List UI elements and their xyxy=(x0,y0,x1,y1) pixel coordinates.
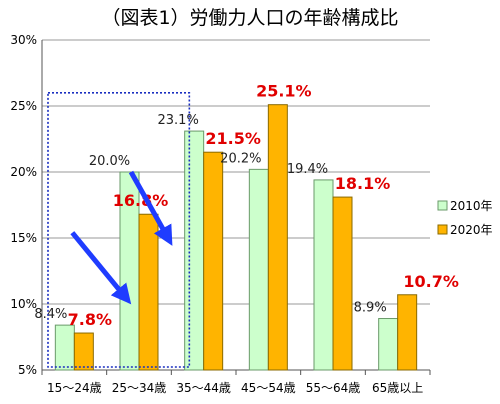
legend-swatch-2010 xyxy=(437,200,448,211)
bar-2020 xyxy=(73,332,94,371)
data-label-2010: 8.9% xyxy=(354,301,387,316)
bar-2010 xyxy=(248,168,269,371)
data-label-2020: 25.1% xyxy=(256,82,312,101)
x-category-label: 65歳以上 xyxy=(372,381,423,395)
highlight-box xyxy=(47,92,191,368)
y-tick-label: 10% xyxy=(10,297,37,311)
data-label-2020: 7.8% xyxy=(68,310,112,329)
x-category-label: 35～44歳 xyxy=(176,381,231,395)
x-category-label: 25～34歳 xyxy=(112,381,167,395)
bar-2010 xyxy=(378,318,399,371)
data-label-2020: 16.8% xyxy=(113,191,169,210)
x-category-label: 55～64歳 xyxy=(306,381,361,395)
bar-2010 xyxy=(313,179,334,371)
y-tick-label: 25% xyxy=(10,99,37,113)
bar-2020 xyxy=(138,213,159,371)
arrow-15-24 xyxy=(70,231,132,305)
legend-label-2020: 2020年 xyxy=(450,223,493,237)
y-tick-label: 15% xyxy=(10,231,37,245)
data-label-2010: 23.1% xyxy=(158,113,199,128)
axes xyxy=(41,40,431,375)
bar-2010 xyxy=(54,324,75,371)
data-label-2020: 10.7% xyxy=(403,272,459,291)
data-label-2020: 21.5% xyxy=(205,129,261,148)
bar-2020 xyxy=(267,104,288,371)
bars xyxy=(54,104,418,371)
legend-label-2010: 2010年 xyxy=(450,199,493,213)
legend: 2010年 2020年 xyxy=(437,199,493,237)
bar-2020 xyxy=(397,294,418,371)
y-tick-label: 5% xyxy=(18,363,37,377)
data-label-2010: 8.4% xyxy=(34,307,67,322)
data-label-2010: 20.0% xyxy=(89,154,130,169)
bar-2020 xyxy=(203,151,224,371)
y-tick-label: 20% xyxy=(10,165,37,179)
bar-2020 xyxy=(332,196,353,371)
trend-arrows xyxy=(70,170,173,305)
x-category-label: 15～24歳 xyxy=(47,381,102,395)
legend-swatch-2020 xyxy=(437,224,448,235)
y-tick-label: 30% xyxy=(10,33,37,47)
chart-title: （図表1）労働力人口の年齢構成比 xyxy=(101,7,398,29)
bar-2010 xyxy=(184,130,205,371)
data-labels: 8.4% 7.8% 20.0% 16.8% 23.1% 21.5% 20.2% 25.1% 19… xyxy=(34,82,459,329)
x-category-labels: 15～24歳 25～34歳 35～44歳 45～54歳 55～64歳 65歳以上 xyxy=(47,381,423,395)
x-category-label: 45～54歳 xyxy=(241,381,296,395)
data-label-2010: 19.4% xyxy=(287,162,328,177)
y-tick-labels: 5% 10% 15% 20% 25% 30% xyxy=(10,33,37,377)
data-label-2010: 20.2% xyxy=(220,151,261,166)
highlight-box-rect xyxy=(47,92,191,368)
arrow-25-34 xyxy=(128,170,173,246)
data-label-2020: 18.1% xyxy=(335,174,391,193)
